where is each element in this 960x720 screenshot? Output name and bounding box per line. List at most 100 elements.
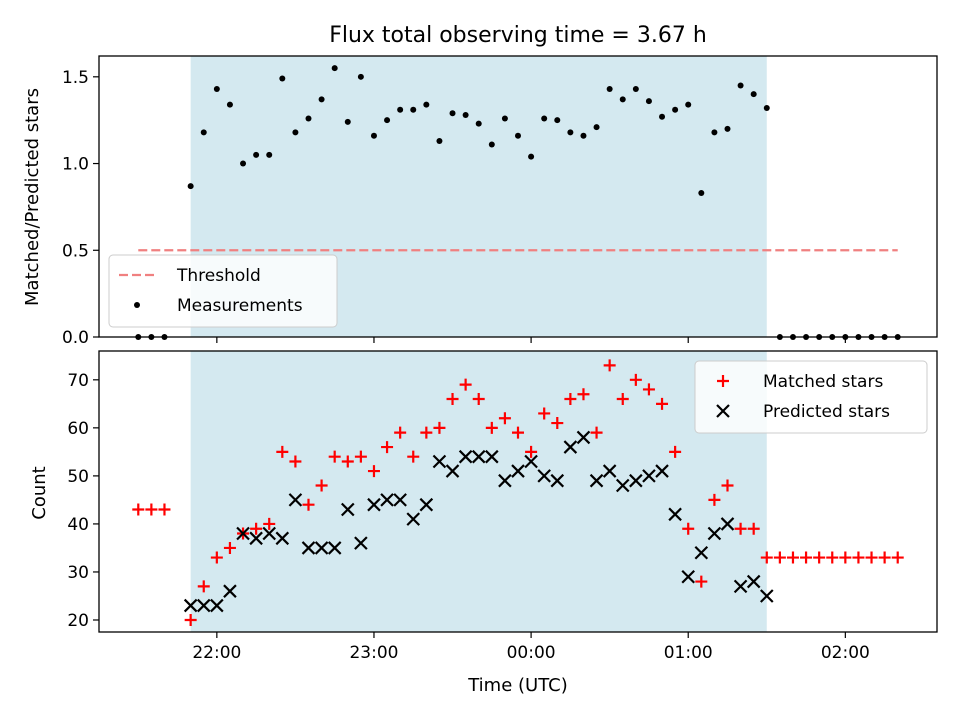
axes-frame — [98, 55, 938, 338]
data-point — [384, 117, 391, 124]
data-point — [707, 526, 722, 541]
data-point — [672, 106, 679, 113]
data-point — [724, 125, 731, 132]
data-point — [275, 531, 290, 546]
data-point — [289, 455, 302, 468]
data-point — [370, 132, 377, 139]
data-point — [183, 598, 198, 613]
data-point — [511, 464, 525, 478]
data-point — [132, 503, 145, 516]
data-point — [420, 426, 433, 439]
data-point — [524, 454, 538, 469]
data-point — [498, 412, 511, 425]
data-point — [266, 151, 273, 158]
data-point — [475, 120, 482, 127]
data-point — [550, 473, 565, 488]
y-tick-label: 40 — [67, 515, 89, 535]
data-point — [210, 598, 224, 613]
x-tick-label: 00:00 — [507, 643, 556, 663]
data-point — [642, 469, 656, 483]
data-point — [852, 551, 865, 564]
data-point — [734, 522, 747, 535]
data-point — [685, 101, 692, 108]
data-point — [318, 96, 325, 103]
data-point — [826, 551, 839, 564]
data-point — [606, 85, 613, 92]
data-point — [436, 137, 443, 144]
y-tick-label: 50 — [67, 467, 89, 487]
data-point — [891, 551, 904, 564]
data-point — [498, 473, 512, 488]
data-point — [642, 383, 655, 396]
data-point — [223, 584, 237, 598]
data-point — [515, 132, 521, 139]
data-point — [694, 545, 709, 560]
data-point — [145, 503, 158, 516]
data-point — [288, 493, 303, 507]
data-point — [471, 449, 486, 464]
data-point — [577, 388, 590, 401]
data-point — [223, 541, 236, 554]
data-point — [158, 503, 171, 516]
data-point — [331, 65, 338, 72]
data-point — [878, 551, 891, 564]
data-point — [314, 541, 329, 555]
data-point — [593, 124, 600, 131]
legend-label: Measurements — [177, 296, 303, 316]
data-point — [629, 473, 643, 488]
data-point — [210, 551, 223, 564]
data-point — [367, 465, 380, 478]
data-point — [196, 598, 211, 613]
data-point — [512, 426, 524, 439]
data-point — [462, 111, 469, 118]
data-point — [695, 575, 708, 588]
data-point — [397, 106, 404, 113]
data-point — [708, 493, 721, 506]
data-point — [328, 450, 341, 463]
legend-dot-swatch — [134, 302, 140, 308]
data-point — [554, 117, 561, 124]
data-point — [184, 613, 197, 626]
legend-box — [694, 360, 928, 434]
data-point — [760, 551, 773, 564]
data-point — [839, 551, 852, 564]
data-point — [786, 551, 799, 564]
data-point — [263, 517, 276, 530]
legend: Threshold Measurements — [108, 254, 338, 328]
legend-label: Predicted stars — [763, 402, 890, 422]
data-point — [501, 115, 508, 122]
data-point — [551, 417, 564, 430]
data-point — [485, 449, 499, 464]
data-point — [433, 421, 446, 434]
data-point — [459, 378, 472, 391]
axes-frame — [98, 350, 938, 633]
data-point — [800, 551, 813, 564]
data-point — [669, 445, 682, 458]
data-point — [698, 190, 705, 197]
data-point — [315, 479, 328, 492]
data-point — [488, 141, 495, 148]
data-point — [423, 101, 430, 108]
data-point — [302, 498, 315, 511]
data-point — [682, 522, 695, 535]
data-point — [445, 464, 460, 478]
data-point — [419, 497, 434, 512]
data-point — [632, 85, 639, 92]
top-y-axis-label: Matched/Predicted stars — [22, 88, 43, 306]
data-point — [226, 101, 233, 108]
count-plot: 20 30 40 50 60 70 22:00 23:00 00:00 01:00 02:00 Mat… — [67, 350, 938, 663]
data-point — [213, 85, 220, 92]
data-point — [357, 73, 364, 80]
data-point — [537, 469, 551, 483]
data-point — [747, 522, 760, 535]
data-point — [354, 536, 368, 550]
data-point — [590, 426, 603, 439]
y-tick-label: 1.0 — [62, 155, 89, 175]
data-point — [449, 110, 456, 117]
x-axis-label: Time (UTC) — [467, 675, 568, 696]
data-point — [253, 151, 260, 158]
data-point — [760, 589, 774, 603]
data-point — [393, 493, 407, 507]
x-tick-label: 02:00 — [821, 643, 870, 663]
